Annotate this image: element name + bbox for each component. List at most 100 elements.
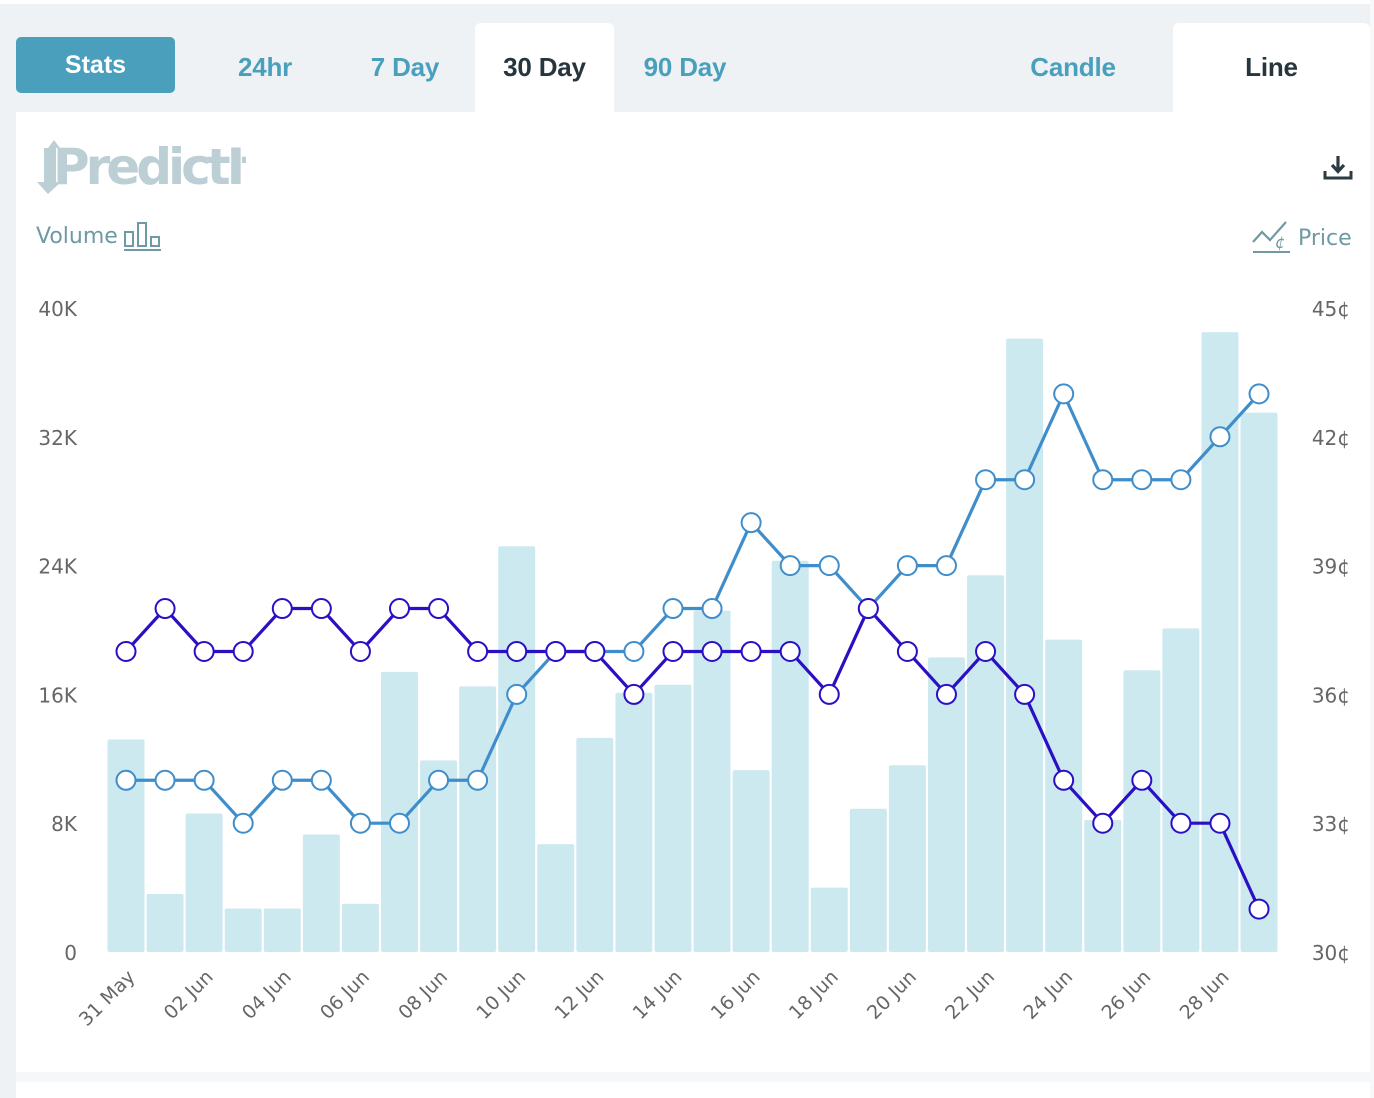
price-point-dark[interactable] [1092,812,1114,834]
price-point-light[interactable] [701,598,723,620]
volume-bar [146,894,184,952]
volume-bar [967,575,1005,952]
price-point-dark[interactable] [1209,812,1231,834]
price-point-light[interactable] [193,769,215,791]
price-point-light[interactable] [818,555,840,577]
volume-bar [420,760,458,952]
price-point-light[interactable] [428,769,450,791]
price-point-light[interactable] [740,512,762,534]
tab-30-day[interactable]: 30 Day [475,23,614,112]
x-axis-tick-label: 04 Jun [238,966,296,1024]
price-point-light[interactable] [1014,469,1036,491]
volume-bars [107,332,1278,953]
price-point-dark[interactable] [701,640,723,662]
x-axis-tick-label: 14 Jun [629,966,687,1024]
predictit-logo: PredictIt [36,138,268,201]
price-point-dark[interactable] [388,598,410,620]
price-point-light[interactable] [115,769,137,791]
tab-candle[interactable]: Candle [1030,52,1116,82]
x-axis-tick-label: 28 Jun [1176,966,1234,1024]
volume-bar [185,813,223,952]
left-axis-tick-label: 32K [38,426,77,450]
volume-bar [888,765,926,952]
logo-text: PredictIt [53,138,246,196]
volume-bar [615,692,653,952]
x-axis-tick-label: 06 Jun [316,966,374,1024]
bottom-divider [16,1072,1370,1082]
volume-bar [263,908,301,952]
price-point-dark[interactable] [975,640,997,662]
svg-text:¢: ¢ [1275,233,1285,252]
tab-bar: Stats 24hr 7 Day 30 Day 90 Day Candle Li… [0,4,1374,112]
volume-bar [654,684,692,952]
price-point-light[interactable] [662,598,684,620]
left-axis-tick-label: 8K [51,812,78,836]
price-point-light[interactable] [506,683,528,705]
price-point-light[interactable] [896,555,918,577]
price-point-dark[interactable] [584,640,606,662]
tab-7-day[interactable]: 7 Day [370,52,440,82]
price-point-light[interactable] [779,555,801,577]
volume-bar [537,844,575,952]
x-axis-tick-label: 02 Jun [160,966,218,1024]
volume-bar [1045,639,1083,952]
left-axis-ticks: 0 8K 16K 24K 32K 40K [38,297,77,965]
download-button[interactable] [1322,152,1354,184]
price-point-dark[interactable] [1053,769,1075,791]
price-point-light[interactable] [1248,383,1270,405]
tab-90-day[interactable]: 90 Day [643,52,727,82]
price-point-light[interactable] [271,769,293,791]
price-legend[interactable]: ¢ Price [1250,220,1352,256]
price-point-dark[interactable] [154,598,176,620]
price-point-dark[interactable] [1131,769,1153,791]
price-point-dark[interactable] [232,640,254,662]
tab-24hr[interactable]: 24hr [237,52,293,82]
price-point-dark[interactable] [115,640,137,662]
volume-bar [576,737,614,952]
price-point-light[interactable] [975,469,997,491]
price-point-dark[interactable] [428,598,450,620]
price-point-light[interactable] [388,812,410,834]
price-point-dark[interactable] [506,640,528,662]
price-point-light[interactable] [467,769,489,791]
price-point-dark[interactable] [193,640,215,662]
price-point-light[interactable] [623,640,645,662]
tab-line[interactable]: Line [1173,23,1370,112]
price-point-dark[interactable] [662,640,684,662]
price-point-dark[interactable] [818,683,840,705]
price-point-light[interactable] [1131,469,1153,491]
price-point-dark[interactable] [779,640,801,662]
price-point-dark[interactable] [271,598,293,620]
price-point-dark[interactable] [545,640,567,662]
right-axis-tick-label: 45¢ [1312,297,1350,321]
price-point-light[interactable] [1209,426,1231,448]
download-icon [1323,156,1353,180]
price-point-dark[interactable] [857,598,879,620]
price-point-dark[interactable] [467,640,489,662]
price-point-light[interactable] [1092,469,1114,491]
price-point-dark[interactable] [1248,898,1270,920]
price-point-dark[interactable] [310,598,332,620]
right-edge [1370,0,1374,1098]
price-point-dark[interactable] [740,640,762,662]
price-point-light[interactable] [1170,469,1192,491]
price-point-dark[interactable] [1014,683,1036,705]
volume-bar [927,657,965,952]
price-point-light[interactable] [1053,383,1075,405]
right-axis-tick-label: 39¢ [1312,555,1350,579]
bar-chart-icon [123,222,161,251]
price-point-dark[interactable] [349,640,371,662]
price-point-light[interactable] [935,555,957,577]
price-point-light[interactable] [232,812,254,834]
price-point-dark[interactable] [896,640,918,662]
stats-button[interactable]: Stats [16,37,175,93]
price-point-dark[interactable] [623,683,645,705]
price-point-light[interactable] [310,769,332,791]
price-point-dark[interactable] [1170,812,1192,834]
volume-bar [810,887,848,952]
price-point-light[interactable] [349,812,371,834]
price-point-light[interactable] [154,769,176,791]
volume-legend[interactable]: Volume [36,220,164,252]
price-point-dark[interactable] [935,683,957,705]
